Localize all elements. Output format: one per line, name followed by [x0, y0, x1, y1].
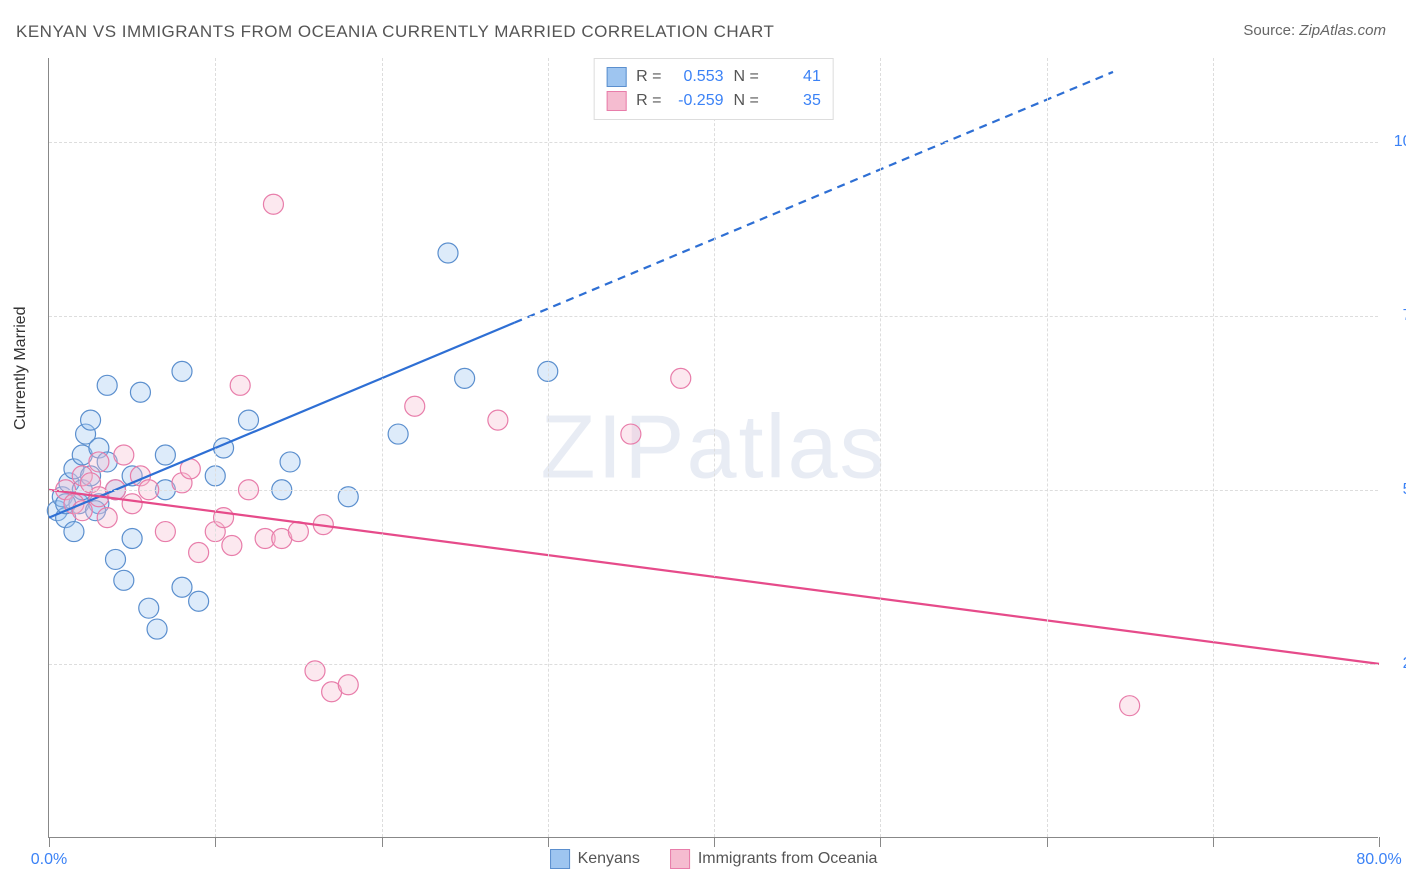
r-label: R = [636, 68, 661, 86]
scatter-point-series-0 [147, 619, 167, 639]
stats-row-series-0: R = 0.553 N = 41 [606, 65, 821, 89]
swatch-series-1 [606, 91, 626, 111]
scatter-point-series-0 [388, 424, 408, 444]
bottom-legend: Kenyans Immigrants from Oceania [550, 849, 878, 869]
gridline-v [382, 58, 383, 837]
scatter-point-series-0 [438, 243, 458, 263]
scatter-point-series-0 [130, 382, 150, 402]
y-tick-label: 50.0% [1403, 481, 1406, 499]
x-tick [382, 837, 383, 847]
scatter-point-series-0 [81, 410, 101, 430]
legend-label-1: Immigrants from Oceania [698, 850, 878, 868]
scatter-point-series-1 [114, 445, 134, 465]
r-value-1: -0.259 [672, 92, 724, 110]
source-value: ZipAtlas.com [1299, 22, 1386, 39]
scatter-point-series-0 [64, 522, 84, 542]
scatter-point-series-1 [488, 410, 508, 430]
x-tick [880, 837, 881, 847]
scatter-point-series-1 [405, 396, 425, 416]
legend-item-1: Immigrants from Oceania [670, 849, 878, 869]
stats-legend: R = 0.553 N = 41 R = -0.259 N = 35 [593, 58, 834, 120]
scatter-point-series-1 [671, 368, 691, 388]
y-tick-label: 25.0% [1403, 655, 1406, 673]
swatch-bottom-0 [550, 849, 570, 869]
scatter-point-series-1 [89, 452, 109, 472]
scatter-point-series-0 [172, 361, 192, 381]
x-tick [215, 837, 216, 847]
gridline-v [880, 58, 881, 837]
scatter-point-series-1 [97, 508, 117, 528]
n-value-1: 35 [769, 92, 821, 110]
scatter-point-series-1 [222, 536, 242, 556]
scatter-point-series-1 [230, 375, 250, 395]
r-label: R = [636, 92, 661, 110]
scatter-point-series-0 [155, 445, 175, 465]
y-axis-label: Currently Married [12, 306, 30, 430]
scatter-point-series-0 [122, 529, 142, 549]
plot-area: ZIPatlas R = 0.553 N = 41 R = -0.259 N =… [48, 58, 1378, 838]
scatter-point-series-1 [288, 522, 308, 542]
chart-title: KENYAN VS IMMIGRANTS FROM OCEANIA CURREN… [16, 22, 774, 42]
x-tick-label: 80.0% [1356, 851, 1401, 869]
gridline-v [548, 58, 549, 837]
stats-row-series-1: R = -0.259 N = 35 [606, 89, 821, 113]
gridline-v [1213, 58, 1214, 837]
n-label: N = [734, 68, 759, 86]
scatter-point-series-1 [338, 675, 358, 695]
source-label: Source: [1243, 22, 1295, 39]
r-value-0: 0.553 [672, 68, 724, 86]
scatter-point-series-0 [239, 410, 259, 430]
x-tick [714, 837, 715, 847]
x-tick [1213, 837, 1214, 847]
swatch-series-0 [606, 67, 626, 87]
y-tick-label: 100.0% [1394, 133, 1406, 151]
x-tick [1047, 837, 1048, 847]
source-attribution: Source: ZipAtlas.com [1243, 22, 1386, 39]
scatter-point-series-0 [97, 375, 117, 395]
scatter-point-series-0 [280, 452, 300, 472]
legend-label-0: Kenyans [578, 850, 640, 868]
legend-item-0: Kenyans [550, 849, 640, 869]
scatter-point-series-1 [155, 522, 175, 542]
scatter-point-series-1 [189, 542, 209, 562]
x-tick [1379, 837, 1380, 847]
scatter-point-series-0 [114, 570, 134, 590]
scatter-point-series-1 [122, 494, 142, 514]
gridline-v [1047, 58, 1048, 837]
scatter-point-series-0 [172, 577, 192, 597]
scatter-point-series-0 [455, 368, 475, 388]
swatch-bottom-1 [670, 849, 690, 869]
scatter-point-series-1 [1120, 696, 1140, 716]
scatter-point-series-0 [139, 598, 159, 618]
scatter-point-series-1 [263, 194, 283, 214]
n-value-0: 41 [769, 68, 821, 86]
gridline-v [215, 58, 216, 837]
y-tick-label: 75.0% [1403, 307, 1406, 325]
x-tick [548, 837, 549, 847]
scatter-point-series-1 [621, 424, 641, 444]
gridline-v [714, 58, 715, 837]
x-tick [49, 837, 50, 847]
scatter-point-series-0 [106, 549, 126, 569]
scatter-point-series-0 [189, 591, 209, 611]
x-tick-label: 0.0% [31, 851, 67, 869]
n-label: N = [734, 92, 759, 110]
